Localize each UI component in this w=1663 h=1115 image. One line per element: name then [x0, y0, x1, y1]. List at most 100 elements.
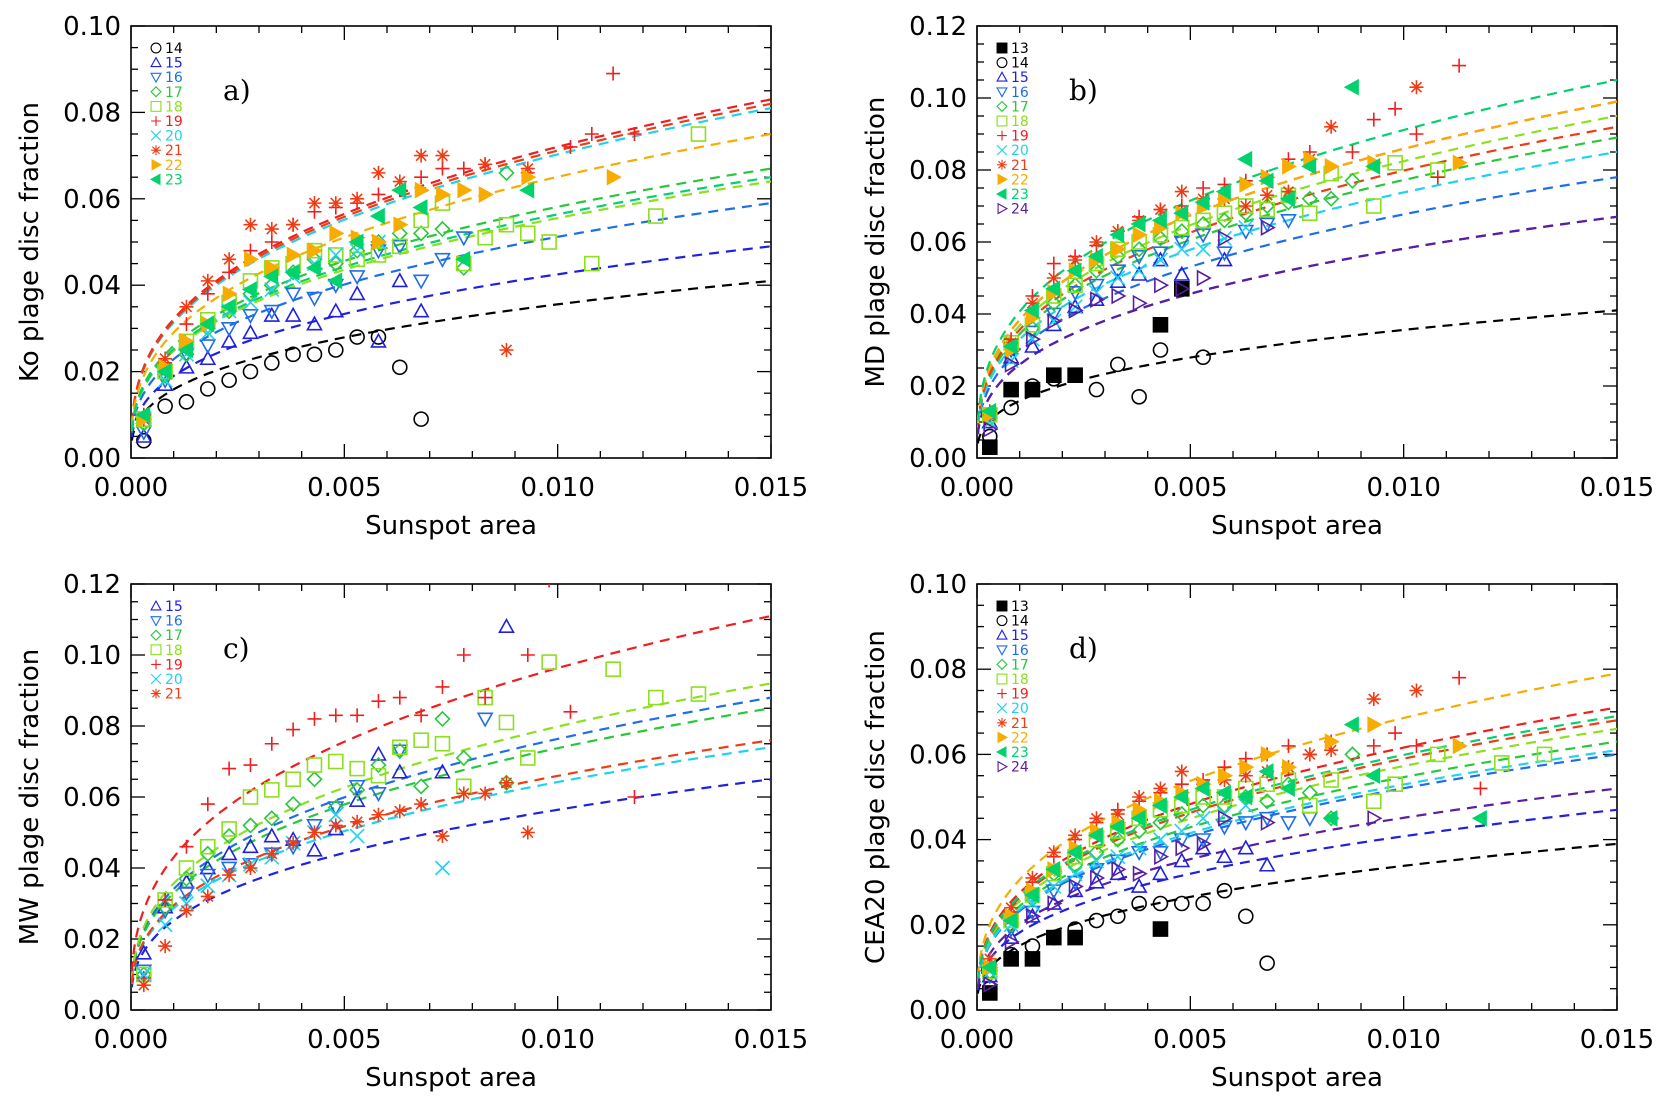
legend-marker-23 — [995, 188, 1007, 200]
data-point-cycle-22 — [1452, 154, 1468, 172]
legend-marker-17 — [150, 629, 162, 641]
data-point-cycle-23 — [1343, 78, 1359, 96]
data-point-cycle-15 — [1066, 298, 1084, 314]
data-point-cycle-16 — [242, 309, 259, 325]
data-point-cycle-17 — [1344, 172, 1361, 189]
data-point-cycle-21 — [1302, 747, 1317, 762]
data-point-cycle-15 — [135, 427, 153, 443]
data-point-cycle-17 — [1152, 230, 1169, 247]
x-tick-label: 0.000 — [940, 473, 1014, 503]
data-point-cycle-16 — [263, 304, 281, 320]
legend-marker-22 — [997, 173, 1009, 186]
data-point-cycle-18 — [477, 229, 493, 246]
data-point-cycle-22 — [414, 181, 430, 199]
data-point-cycle-19 — [606, 66, 621, 81]
data-point-cycle-18 — [1195, 212, 1211, 229]
y-tick-label: 0.06 — [909, 228, 967, 258]
data-point-cycle-14 — [1024, 378, 1041, 394]
data-point-cycle-19 — [371, 694, 386, 709]
legend-label-15: 15 — [1011, 70, 1029, 86]
data-point-cycle-13 — [981, 439, 998, 456]
data-point-cycle-16 — [1216, 246, 1233, 262]
data-point-cycle-17 — [242, 817, 259, 834]
data-point-cycle-19 — [520, 648, 535, 662]
data-point-cycle-23 — [1194, 194, 1210, 211]
data-point-cycle-14 — [157, 398, 173, 414]
legend-marker-18 — [150, 100, 162, 112]
data-point-cycle-20 — [1131, 263, 1147, 279]
data-point-cycle-23 — [1002, 912, 1018, 929]
data-point-cycle-23 — [177, 341, 193, 359]
data-point-cycle-22 — [1132, 226, 1148, 244]
data-point-cycle-18 — [690, 126, 707, 142]
data-point-cycle-14 — [1195, 895, 1211, 912]
data-point-cycle-20 — [1174, 823, 1190, 839]
data-point-cycle-20 — [1088, 853, 1105, 869]
data-point-cycle-23 — [1365, 158, 1381, 175]
data-point-cycle-19 — [1473, 781, 1488, 796]
data-point-cycle-14 — [178, 394, 195, 410]
data-point-cycle-21 — [158, 939, 173, 954]
legend-label-20: 20 — [165, 129, 183, 145]
legend-label-14: 14 — [1011, 56, 1029, 72]
data-point-cycle-21 — [1068, 828, 1083, 843]
data-point-cycle-18 — [1323, 772, 1339, 788]
legend-label-20: 20 — [165, 672, 183, 688]
data-point-cycle-24 — [1111, 861, 1127, 878]
data-point-cycle-22 — [1239, 176, 1255, 193]
x-tick-label: 0.005 — [1153, 1025, 1227, 1055]
legend-marker-23 — [995, 746, 1007, 758]
data-point-cycle-19 — [1452, 58, 1467, 73]
data-point-cycle-18 — [519, 750, 536, 766]
data-point-cycle-15 — [1258, 856, 1276, 872]
data-point-cycle-15 — [1130, 877, 1148, 893]
legend-marker-19 — [997, 130, 1007, 141]
data-point-cycle-22 — [329, 225, 345, 242]
data-point-cycle-22 — [393, 216, 409, 234]
data-point-cycle-21 — [179, 299, 194, 314]
data-point-cycle-23 — [391, 181, 407, 199]
data-point-cycle-17 — [1195, 215, 1212, 233]
data-point-cycle-18 — [541, 234, 557, 250]
data-point-cycle-18 — [541, 654, 557, 670]
data-point-cycle-23 — [1258, 763, 1274, 780]
legend-marker-17 — [996, 658, 1008, 671]
y-tick-label: 0.12 — [909, 12, 967, 42]
legend-label-23: 23 — [1011, 187, 1029, 203]
data-point-cycle-19 — [158, 892, 173, 907]
data-point-cycle-15 — [1216, 847, 1233, 864]
data-point-cycle-19 — [1409, 127, 1424, 141]
legend-marker-17 — [996, 100, 1008, 113]
legend-label-18: 18 — [1011, 672, 1029, 688]
y-tick-label: 0.10 — [63, 12, 121, 42]
data-point-cycle-22 — [1218, 767, 1234, 785]
data-point-cycle-15 — [412, 302, 430, 318]
y-tick-label: 0.12 — [63, 570, 121, 600]
legend-marker-14 — [996, 615, 1008, 627]
data-point-cycle-18 — [413, 212, 429, 229]
data-point-cycle-15 — [1024, 907, 1041, 923]
y-axis-title: CEA20 plage disc fraction — [861, 630, 891, 964]
y-tick-label: 0.10 — [909, 84, 967, 114]
data-point-cycle-19 — [307, 711, 322, 726]
legend-label-18: 18 — [1011, 114, 1029, 130]
data-point-cycle-15 — [1173, 265, 1191, 281]
data-point-cycle-19 — [328, 708, 343, 723]
legend-label-16: 16 — [165, 70, 183, 86]
data-point-cycle-21 — [243, 217, 258, 232]
data-point-cycle-23 — [284, 263, 300, 281]
fit-line-cycle-17 — [131, 167, 771, 430]
fit-line-cycle-20 — [977, 749, 1617, 985]
legend-label-23: 23 — [1011, 745, 1029, 761]
legend-marker-13 — [996, 42, 1008, 54]
y-tick-label: 0.04 — [63, 271, 121, 301]
data-point-cycle-22 — [286, 246, 302, 264]
data-point-cycle-15 — [263, 827, 281, 843]
fit-line-cycle-22 — [977, 672, 1617, 977]
data-point-cycle-21 — [264, 846, 279, 861]
data-point-cycle-17 — [1216, 212, 1233, 229]
y-axis-title: Ko plage disc fraction — [15, 102, 45, 382]
data-point-cycle-24 — [1196, 269, 1212, 287]
